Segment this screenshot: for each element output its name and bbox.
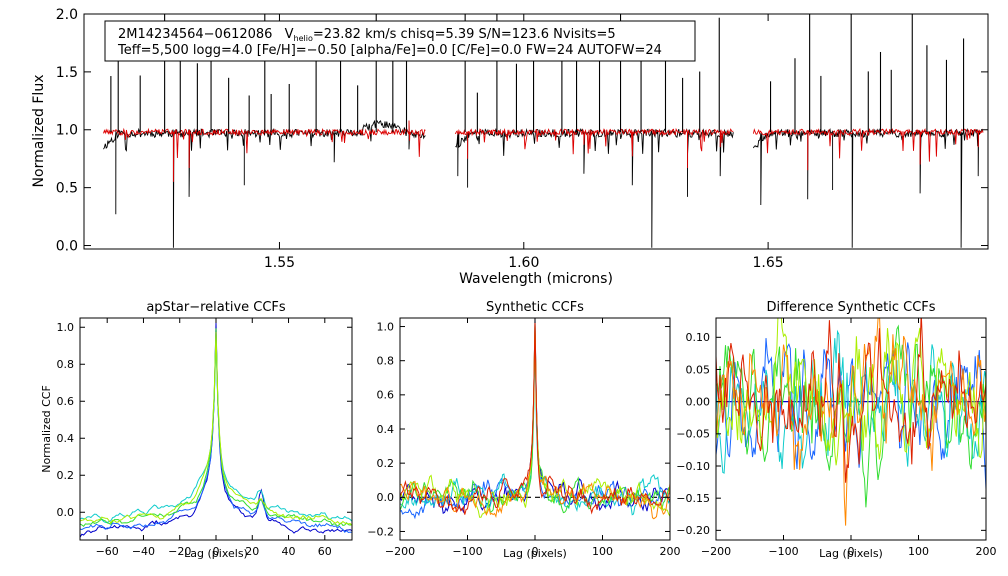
apstar-ccf-ytick-label: 0.8 [57, 358, 75, 371]
synthetic-ccf-xtick-label: −100 [452, 545, 482, 558]
vhelio-rest: =23.82 km/s chisq=5.39 S/N=123.6 Nvisits… [313, 27, 616, 42]
synthetic-ccf-ytick-label: 0.4 [377, 423, 395, 436]
difference-ccf-xlabel: Lag (pixels) [819, 547, 883, 560]
difference-ccf-ytick-label: 0.00 [686, 396, 711, 409]
info-line-1: 2M14234564−0612086 Vhelio=23.82 km/s chi… [118, 27, 616, 43]
apstar-ccf-line-visit-3 [80, 343, 352, 524]
apstar-ccf-ylabel: Normalized CCF [40, 385, 53, 473]
apstar-ccf-xtick-label: 40 [282, 545, 296, 558]
spectrum-panel: 1.55 1.60 1.65 0.0 0.5 1.0 1.5 2.0 Wavelength (… [31, 7, 989, 287]
difference-ccf-xtick-label: 200 [976, 545, 997, 558]
synthetic-ccf-line-visit-4 [400, 330, 670, 514]
spectrum-ylabel: Normalized Flux [31, 75, 47, 188]
vhelio-subscript: helio [294, 34, 313, 43]
synthetic-ccf-ytick-label: 0.6 [377, 389, 395, 402]
spectrum-line-observed-chip3 [753, 127, 984, 248]
spectrum-xtick-label: 1.60 [508, 255, 539, 271]
synthetic-ccf-ytick-label: 0.2 [377, 457, 395, 470]
difference-ccf-ytick-label: 0.10 [686, 331, 711, 344]
apstar-ccf-title: apStar−relative CCFs [146, 300, 286, 315]
difference-ccf-title: Difference Synthetic CCFs [766, 300, 935, 315]
synthetic-ccf-xtick-label: 200 [660, 545, 681, 558]
star-id: 2M14234564−0612086 [118, 27, 272, 42]
apstar-ccf-line-visit-2 [80, 329, 352, 534]
apstar-ccf-ytick-label: 0.4 [57, 432, 75, 445]
difference-ccf-ytick-label: −0.10 [676, 460, 710, 473]
difference-ccf-ytick-label: −0.05 [676, 428, 710, 441]
spectrum-xlabel: Wavelength (microns) [459, 271, 613, 287]
spectrum-ytick-label: 2.0 [56, 7, 78, 23]
apstar-ccf-xtick-label: −20 [168, 545, 191, 558]
apstar-ccf-xlabel: Lag (pixels) [184, 547, 248, 560]
apstar-ccf-traces [80, 322, 352, 538]
synthetic-ccf-axes: −200 −100 0 100 200 −0.2 0.0 0.2 0.4 0.6 0.8 1.0 [367, 318, 681, 558]
spectrum-line-observed-chip1 [103, 119, 426, 248]
difference-ccf-ytick-label: 0.05 [686, 363, 711, 376]
difference-ccf-axes: −200 −100 0 100 200 −0.20 −0.15 −0.10 −0.05 0.00 0… [676, 318, 997, 558]
apstar-ccf-ytick-label: 0.6 [57, 395, 75, 408]
apstar-ccf-axes: −60 −40 −20 0 20 40 60 0.0 0.2 0.4 0.6 0.8 1.0 [57, 318, 352, 558]
synthetic-ccf-traces [400, 318, 670, 520]
synthetic-ccf-xtick-label: −200 [385, 545, 415, 558]
synthetic-ccf-xtick-label: 0 [532, 545, 539, 558]
vhelio-prefix: V [285, 27, 294, 42]
synthetic-ccf-ytick-label: 0.0 [377, 491, 395, 504]
spectrum-frame [83, 13, 989, 250]
apstar-ccf-xtick-label: −40 [132, 545, 155, 558]
difference-ccf-line-visit-7 [716, 318, 986, 483]
spectrum-ytick-label: 0.5 [56, 181, 78, 197]
difference-ccf-ytick-label: −0.20 [676, 524, 710, 537]
spectrum-axes: 1.55 1.60 1.65 0.0 0.5 1.0 1.5 2.0 [56, 7, 988, 271]
apstar-ccf-ytick-label: 1.0 [57, 321, 75, 334]
spectrum-line-model-chip1 [103, 120, 426, 182]
synthetic-ccf-xtick-label: 100 [592, 545, 613, 558]
difference-ccf-line-visit-5 [716, 318, 986, 466]
apstar-ccf-ytick-label: 0.2 [57, 469, 75, 482]
synthetic-ccf-line-visit-3 [400, 334, 670, 516]
difference-ccf-traces [716, 318, 986, 526]
spectrum-line-model-chip2 [454, 127, 734, 169]
spectrum-line-observed-chip2 [455, 127, 734, 248]
spectrum-ytick-label: 1.5 [56, 65, 78, 81]
synthetic-ccf-panel: Synthetic CCFs −200 −100 0 100 200 −0.2 0.0 0.2… [367, 300, 680, 560]
difference-ccf-panel: Difference Synthetic CCFs −200 −100 0 100 20… [676, 300, 996, 560]
spectrum-line-model-chip3 [752, 127, 984, 171]
difference-ccf-xtick-label: −100 [768, 545, 798, 558]
apstar-ccf-panel: apStar−relative CCFs −60 −40 −20 0 20 40 60 0.0… [40, 300, 353, 560]
apstar-ccf-xtick-label: 60 [318, 545, 332, 558]
difference-ccf-xtick-label: 0 [848, 545, 855, 558]
synthetic-ccf-xlabel: Lag (pixels) [503, 547, 567, 560]
apstar-ccf-ytick-label: 0.0 [57, 506, 75, 519]
spectrum-info-box [104, 20, 696, 62]
apstar-ccf-xtick-label: 20 [245, 545, 259, 558]
apstar-ccf-xtick-label: −60 [96, 545, 119, 558]
spectrum-xtick-label: 1.55 [264, 255, 295, 271]
spectrum-ytick-label: 0.0 [56, 238, 78, 254]
spectrum-ytick-label: 1.0 [56, 123, 78, 139]
apstar-ccf-line-visit-5 [80, 331, 352, 526]
apstar-ccf-line-visit-4 [80, 328, 352, 528]
synthetic-ccf-line-visit-7 [400, 322, 670, 515]
spectrum-traces [103, 14, 984, 248]
difference-ccf-ytick-label: −0.15 [676, 492, 710, 505]
synthetic-ccf-title: Synthetic CCFs [486, 300, 584, 315]
difference-ccf-line-visit-6 [716, 318, 986, 526]
synthetic-ccf-ytick-label: 1.0 [377, 320, 395, 333]
info-line-2: Teff=5,500 logg=4.0 [Fe/H]=−0.50 [alpha/… [117, 43, 662, 58]
difference-ccf-xtick-label: −200 [701, 545, 731, 558]
difference-ccf-xtick-label: 100 [908, 545, 929, 558]
synthetic-ccf-ytick-label: −0.2 [367, 525, 394, 538]
spectrum-xtick-label: 1.65 [753, 255, 784, 271]
apstar-ccf-xtick-label: 0 [213, 545, 220, 558]
synthetic-ccf-ytick-label: 0.8 [377, 355, 395, 368]
